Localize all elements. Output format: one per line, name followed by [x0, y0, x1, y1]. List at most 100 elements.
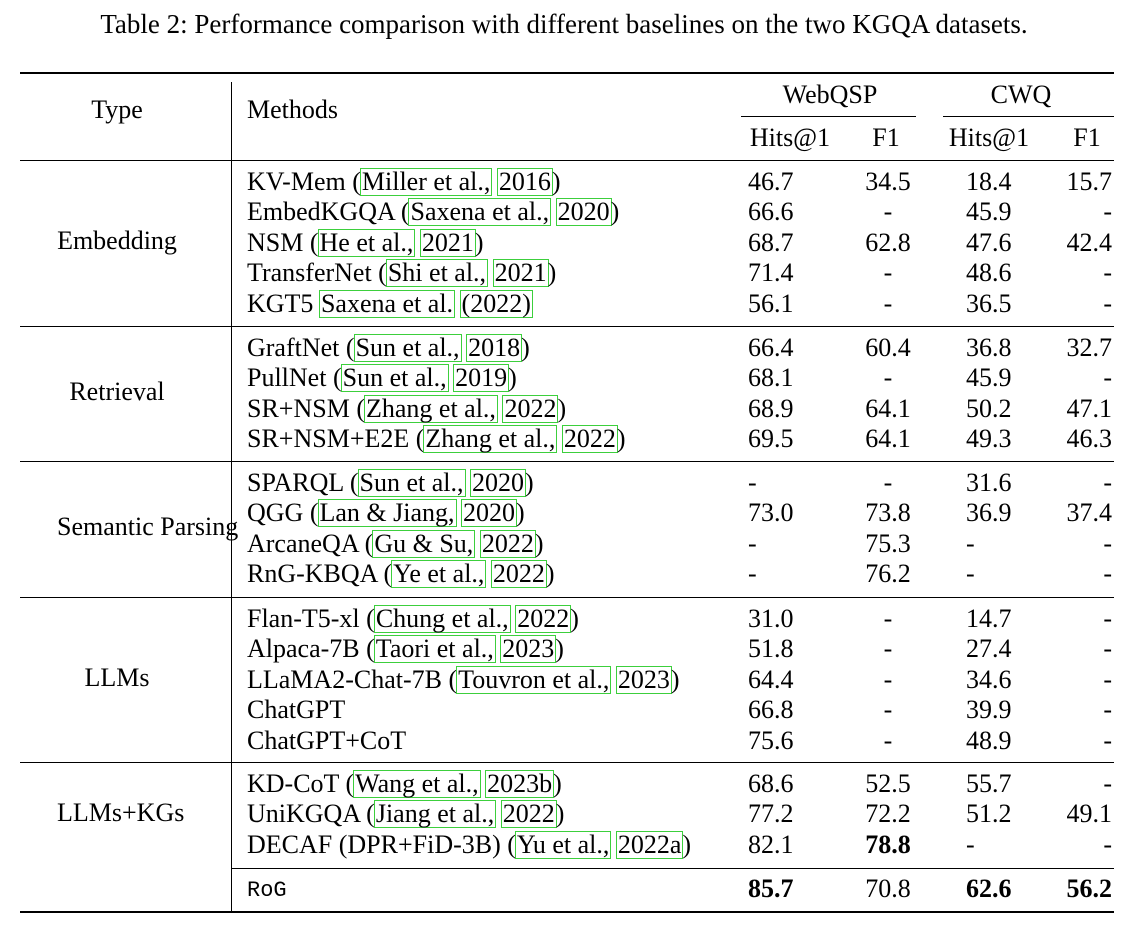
webqsp-f1-cell: 60.4	[865, 333, 911, 362]
citation-link[interactable]: Miller et al.,	[359, 167, 493, 196]
webqsp-f1-cell: -	[883, 634, 893, 664]
method-name: ArcaneQA (Gu & Su, 2022)	[247, 529, 543, 559]
citation-link[interactable]: (2022)	[459, 288, 533, 318]
webqsp-hits1-cell: 66.4	[748, 333, 794, 362]
citation-link[interactable]: 2020	[555, 197, 612, 227]
citation-link[interactable]: Saxena et al.,	[408, 197, 552, 227]
citation-link[interactable]: Ye et al.,	[391, 559, 487, 589]
table-caption: Table 2: Performance comparison with dif…	[100, 9, 1028, 39]
citation-link[interactable]: Yu et al.,	[514, 829, 612, 859]
webqsp-hits1-cell: 82.1	[748, 829, 794, 859]
webqsp-hits1-cell: 85.7	[748, 874, 794, 903]
cwq-f1-cell: 49.1	[1066, 799, 1113, 829]
method-paren: )	[610, 197, 620, 227]
method-label: ChatGPT	[247, 695, 346, 725]
citation-link[interactable]: Sun et al.,	[357, 468, 466, 497]
citation-link[interactable]: 2023	[500, 634, 557, 664]
citation-link[interactable]: 2023	[615, 664, 672, 694]
citation-link[interactable]: Gu & Su,	[372, 528, 476, 558]
citation-link[interactable]: Sun et al.,	[340, 363, 449, 393]
citation-link[interactable]: Saxena et al.	[318, 288, 456, 318]
cwq-f1-cell: -	[1103, 829, 1112, 859]
group-vsep	[231, 763, 232, 868]
citation-link[interactable]: Taori et al.,	[373, 634, 496, 664]
citation-link[interactable]: 2016	[496, 167, 553, 196]
rog-rule	[231, 868, 1114, 869]
citation-link[interactable]: Touvron et al.,	[456, 664, 612, 694]
webqsp-hits1-cell: 69.5	[748, 424, 794, 454]
citation-link[interactable]: 2022	[479, 528, 536, 558]
method-name: Flan-T5-xl (Chung et al., 2022)	[247, 604, 579, 634]
citation-link[interactable]: He et al.,	[317, 227, 416, 257]
cwq-f1-cell: -	[1103, 363, 1112, 393]
cwq-f1-cell: 37.4	[1066, 498, 1113, 528]
citation-link[interactable]: Zhang et al.,	[423, 424, 558, 454]
method-label: EmbedKGQA (	[247, 197, 410, 227]
cwq-hits1-cell: -	[966, 559, 975, 589]
method-name: KD-CoT (Wang et al., 2023b)	[247, 769, 562, 799]
method-label: PullNet (	[247, 363, 342, 393]
method-name: LLaMA2-Chat-7B (Touvron et al., 2023)	[247, 665, 680, 695]
group-rule	[20, 326, 1114, 327]
citation-link[interactable]: 2022	[490, 559, 547, 589]
method-paren: )	[682, 829, 692, 859]
webqsp-f1-cell: -	[883, 695, 893, 725]
method-name: UniKGQA (Jiang et al., 2022)	[247, 799, 564, 829]
webqsp-hits1-cell: -	[748, 528, 757, 558]
method-label: NSM (	[247, 227, 319, 257]
citation-link[interactable]: Zhang et al.,	[363, 393, 498, 423]
webqsp-f1-cell: 78.8	[865, 829, 911, 859]
citation-link[interactable]: 2020	[470, 468, 527, 497]
webqsp-f1-cell: -	[883, 725, 893, 755]
citation-link[interactable]: Jiang et al.,	[373, 799, 497, 829]
webqsp-hits1-cell: 71.4	[748, 258, 794, 288]
webqsp-hits1-cell: 75.6	[748, 725, 794, 755]
webqsp-f1-cell: 73.8	[865, 498, 911, 528]
method-name: RnG-KBQA (Ye et al., 2022)	[247, 559, 555, 589]
cwq-hits1-cell: 36.9	[966, 498, 1012, 528]
citation-link[interactable]: 2022a	[615, 829, 684, 859]
cwq-f1-cell: -	[1103, 528, 1112, 558]
citation-link[interactable]: 2022	[500, 799, 557, 829]
webqsp-hits1-cell: -	[748, 468, 757, 497]
method-paren: )	[521, 333, 530, 362]
citation-link[interactable]: 2023b	[485, 769, 555, 798]
cwq-f1-cell: 32.7	[1066, 333, 1113, 362]
cwq-hits1-cell: 36.8	[966, 333, 1012, 362]
method-label: TransferNet (	[247, 258, 387, 288]
cwq-hits1-cell: 62.6	[966, 874, 1012, 903]
citation-link[interactable]: 2021	[419, 227, 476, 257]
citation-link[interactable]: 2022	[515, 604, 572, 633]
method-name: GraftNet (Sun et al., 2018)	[247, 333, 530, 363]
citation-link[interactable]: Lan & Jiang,	[317, 498, 457, 528]
webqsp-f1-cell: -	[883, 258, 893, 288]
webqsp-hits1-cell: 68.7	[748, 227, 794, 257]
citation-link[interactable]: 2020	[461, 498, 518, 528]
citation-link[interactable]: Wang et al.,	[353, 769, 481, 798]
method-label: KGT5	[247, 288, 320, 318]
method-paren: )	[508, 363, 517, 393]
citation-link[interactable]: 2019	[453, 363, 510, 393]
citation-link[interactable]: 2018	[466, 333, 523, 362]
webqsp-f1-cell: -	[883, 468, 893, 497]
citation-link[interactable]: Sun et al.,	[353, 333, 462, 362]
webqsp-f1-cell: 75.3	[865, 528, 911, 558]
citation-link[interactable]: 2022	[561, 424, 618, 454]
cwq-f1-cell: -	[1103, 288, 1112, 318]
cwq-hits1-cell: 48.6	[966, 258, 1012, 288]
cwq-f1-cell: -	[1103, 604, 1112, 633]
webqsp-f1-cell: 76.2	[865, 559, 911, 589]
citation-link[interactable]: Shi et al.,	[385, 258, 489, 288]
citation-link[interactable]: 2021	[492, 258, 549, 288]
method-name: ChatGPT	[247, 695, 345, 725]
cwq-f1-cell: -	[1103, 559, 1112, 589]
header-cwq: CWQ	[990, 80, 1052, 109]
group-rule	[20, 160, 1114, 161]
citation-link[interactable]: 2022	[502, 393, 559, 423]
method-label: ChatGPT+CoT	[247, 725, 407, 755]
method-paren: )	[570, 604, 579, 633]
method-label: RnG-KBQA (	[247, 559, 393, 589]
cwq-hits1-cell: 14.7	[966, 604, 1012, 633]
citation-link[interactable]: Chung et al.,	[373, 604, 511, 633]
group-vsep	[231, 598, 232, 762]
